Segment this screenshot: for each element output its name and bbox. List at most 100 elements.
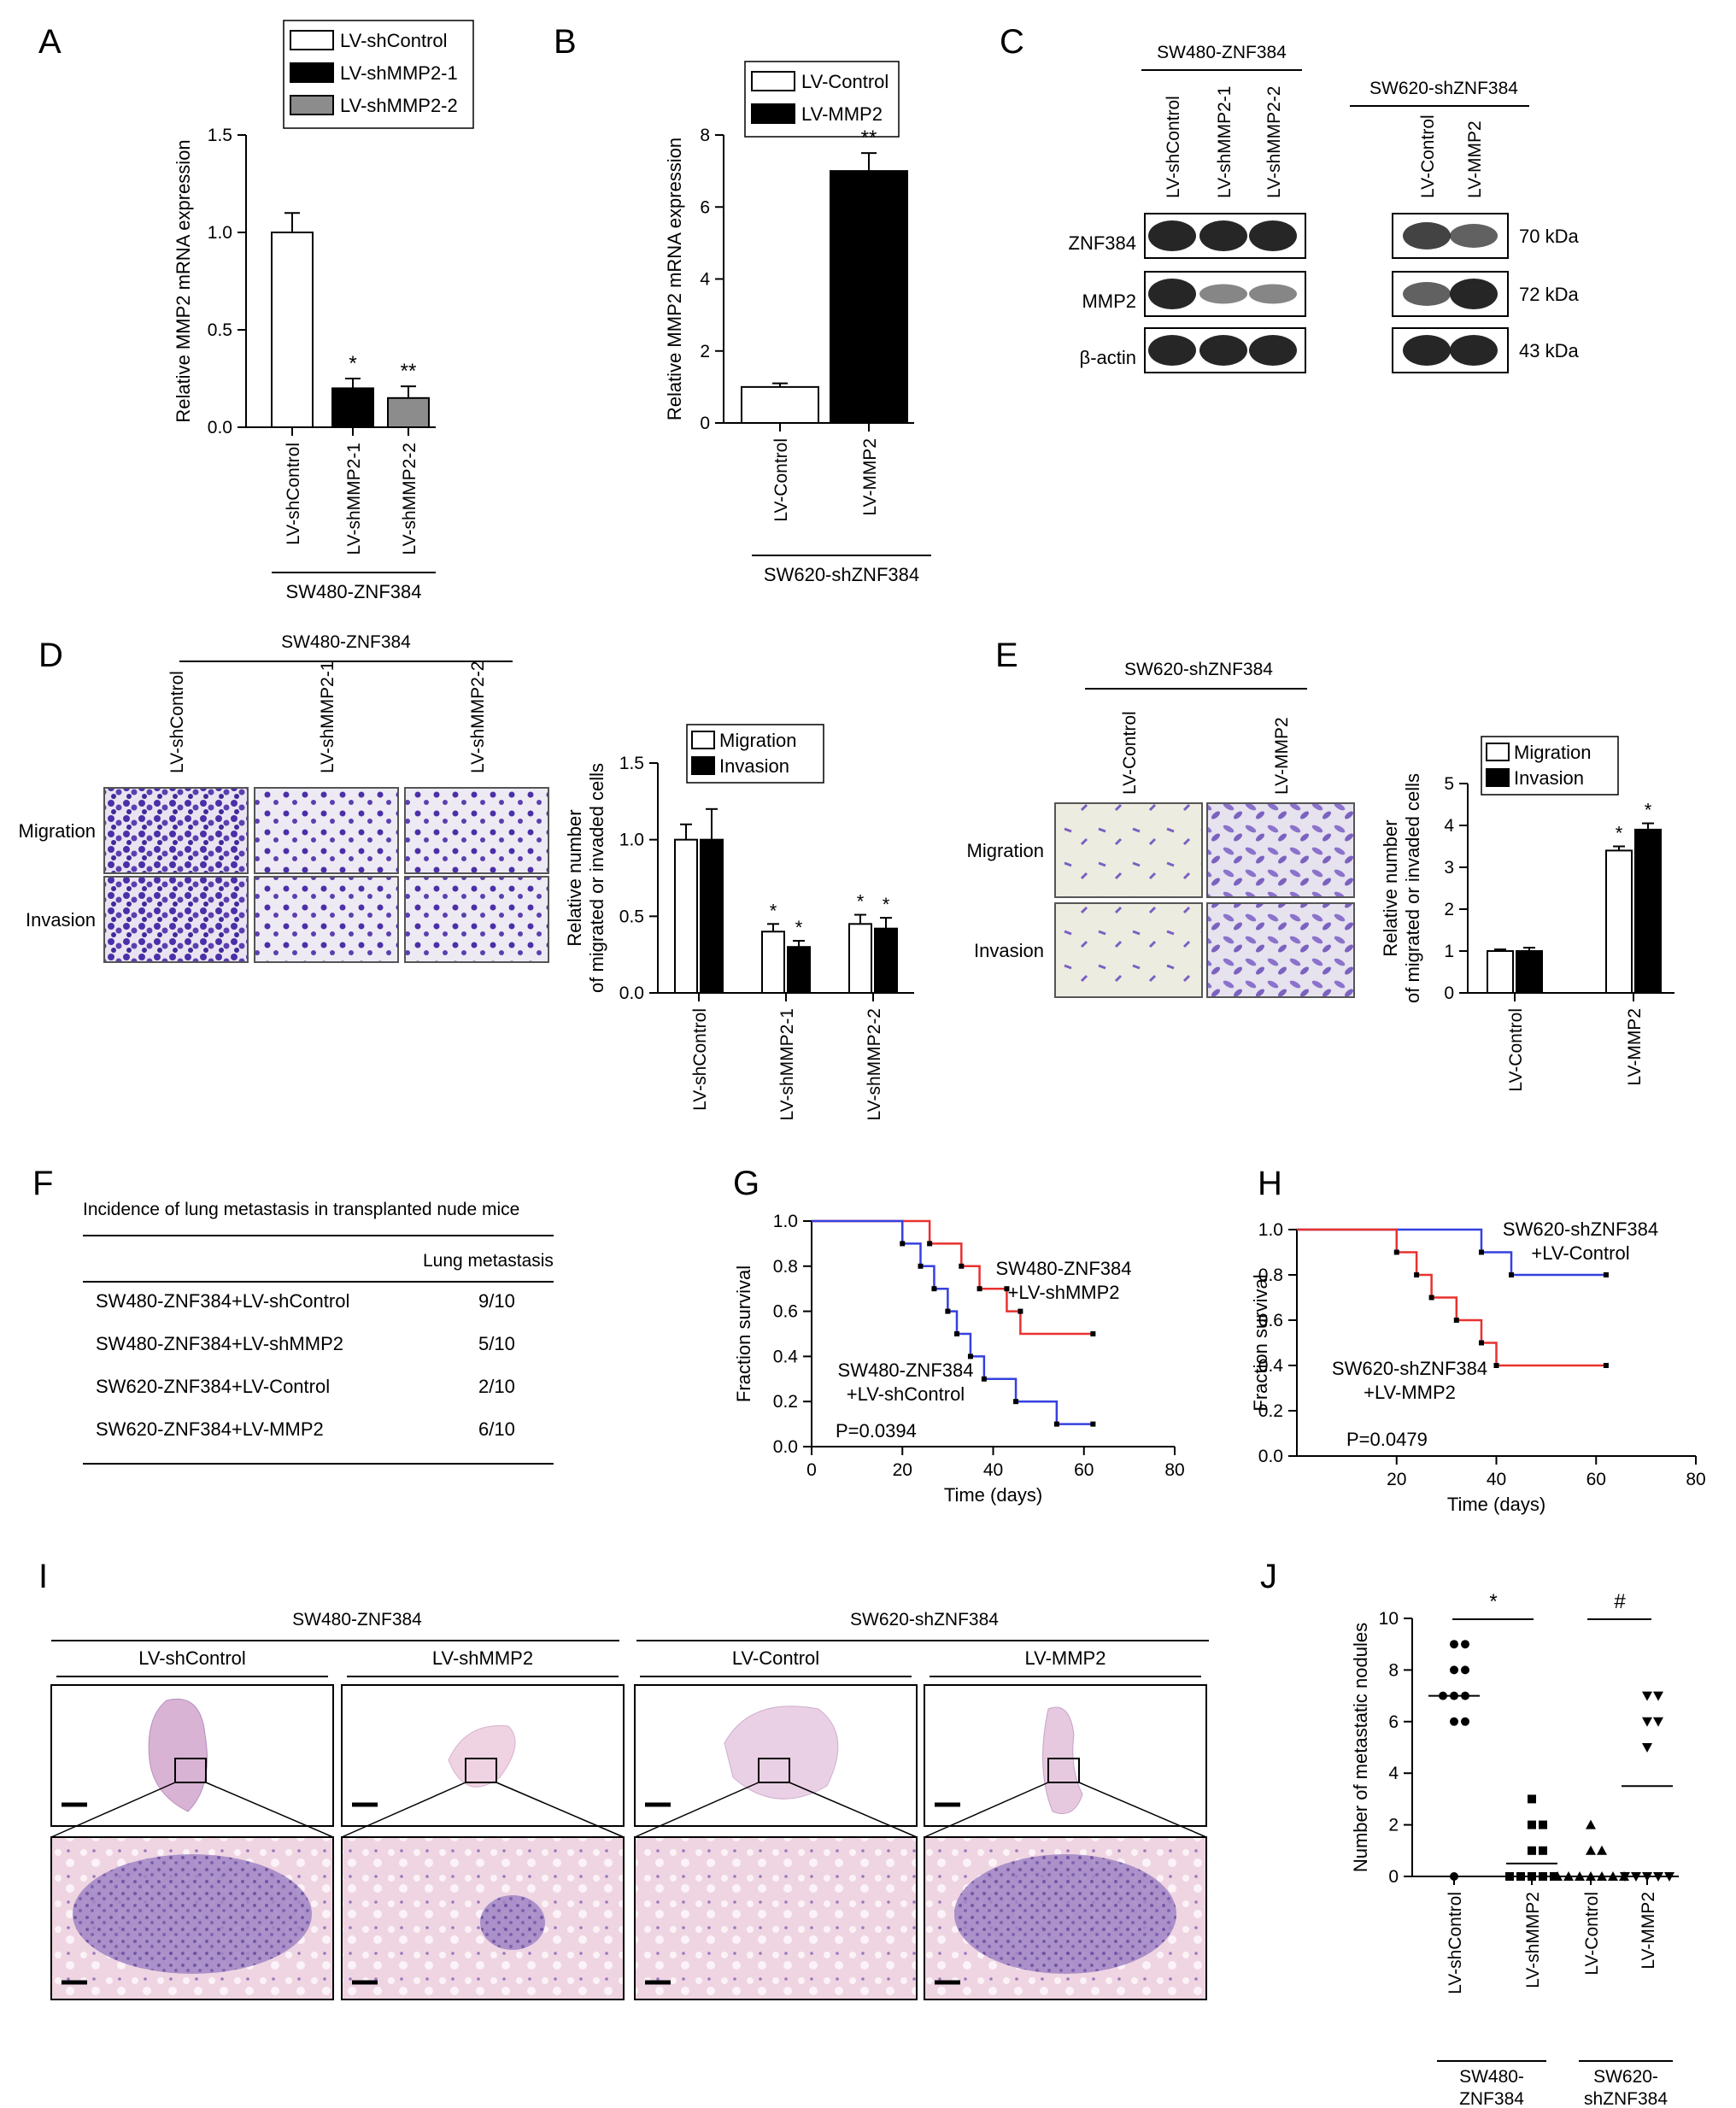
group-label-line: SW620- [1593,2067,1658,2087]
band [1403,222,1451,250]
significance-mark: * [349,352,356,375]
panel-label-j: J [1260,1558,1277,1595]
x-tick-label: 20 [893,1460,912,1480]
data-point [1450,1717,1458,1726]
lung-tissue [148,1698,208,1812]
y-tick-label: 2 [1388,1816,1399,1835]
panel-label-b: B [554,23,577,61]
p-value: P=0.0394 [836,1420,917,1442]
table-cell-value: 6/10 [478,1418,515,1440]
censor-mark [1603,1363,1609,1368]
data-point [1653,1717,1663,1727]
data-point [1642,1743,1652,1753]
panel-label-c: C [1000,23,1024,61]
legend-swatch [290,62,334,83]
band [1199,220,1247,251]
legend-label: LV-Control [801,71,889,92]
bar-Migration-LV-shMMP2-1 [761,931,785,995]
panel-label-h: H [1258,1165,1282,1202]
transwell-images-e: LV-Control LV-MMP2 Migration Invasion [967,711,1355,998]
lane-label: LV-shMMP2-2 [1264,86,1284,199]
molecular-weight: 43 kDa [1519,340,1579,361]
lung-tissue [724,1706,839,1800]
legend-box [283,20,474,129]
censor-mark [981,1376,987,1382]
y-tick-label: 0.2 [773,1392,798,1412]
censor-mark [1603,1272,1609,1277]
chart-a: 0.0 0.5 1.0 1.5 LV-shControl LV-shMMP2-1 * LV-s… [173,20,474,602]
series-label-line: +LV-Control [1531,1242,1629,1264]
band [1148,335,1196,366]
y-tick-label: 0.2 [1258,1401,1283,1421]
panel-g: G 0.0 0.2 0.4 0.6 0.8 1.0 0 20 40 60 80 Time (days)… [733,1165,1185,1506]
band [1148,220,1196,251]
chart-d: 0.0 0.5 1.0 1.5 LV-shControl * * LV-shMMP2-1 * * L… [564,724,914,1121]
image-column-label: LV-shControl [138,1647,246,1669]
x-tick-label: LV-Control [1506,1008,1526,1092]
data-point [1586,1845,1596,1855]
table-title: Incidence of lung metastasis in transpla… [83,1200,519,1219]
molecular-weight: 72 kDa [1519,284,1579,305]
survival-curve-1 [1297,1228,1606,1367]
y-tick-label: 0.0 [773,1437,798,1457]
significance-mark: * [795,917,803,938]
legend-box [686,724,824,784]
bar-LV-shMMP2-2 [387,396,430,428]
band [1450,279,1498,309]
transwell-image [1054,802,1203,898]
y-axis-label: Fraction survival [733,1265,754,1402]
x-tick-label: LV-MMP2 [1625,1008,1645,1086]
censor-mark [959,1263,965,1269]
censor-mark [1053,1421,1059,1427]
group-label: SW480-ZNF384 [286,581,422,602]
x-tick-label: 0 [806,1460,817,1480]
data-point [1528,1820,1536,1829]
zoom-line [924,1782,1049,1838]
data-point [1461,1640,1469,1649]
group-label-line: shZNF384 [1584,2089,1668,2108]
legend-swatch [1486,743,1510,761]
censor-mark [927,1241,933,1247]
y-axis-label-line: of migrated or invaded cells [1402,773,1423,1003]
metastatic-nodule [954,1854,1176,1974]
censor-mark [918,1263,924,1269]
censor-mark [1414,1272,1420,1277]
group-label: SW620- shZNF384 [1584,2067,1668,2108]
x-tick-label: LV-shMMP2-1 [777,1008,797,1121]
y-tick-label: 0.4 [1258,1356,1284,1376]
bar-LV-Control [741,385,819,424]
x-axis-label: Time (days) [944,1484,1042,1506]
zoom-line [205,1782,334,1838]
y-tick-label: 5 [1444,774,1454,794]
censor-mark [1493,1363,1499,1368]
chart-h: 0.0 0.2 0.4 0.6 0.8 1.0 20 40 60 80 Time (days) Fra… [1250,1218,1706,1515]
protein-label: MMP2 [1082,291,1136,312]
y-tick-label: 0.8 [773,1257,798,1277]
y-tick-label: 1.0 [1258,1220,1283,1240]
x-tick-label: LV-shMMP2-1 [344,443,364,555]
table-cell-value: 5/10 [478,1333,515,1354]
blot-lane-labels: LV-shControl LV-shMMP2-1 LV-shMMP2-2 LV-Con… [1164,86,1485,199]
data-point [1516,1872,1525,1881]
data-point [1539,1846,1547,1855]
transwell-image [103,787,249,874]
molecular-weight: 70 kDa [1519,226,1579,247]
bar-Migration-LV-shControl [674,838,698,995]
y-tick-label: 0.8 [1258,1265,1283,1285]
band [1249,220,1297,251]
y-tick-label: 6 [1388,1712,1399,1732]
y-tick-label: 0.6 [773,1302,798,1322]
zoom-line [1078,1782,1207,1838]
series-label-line: +LV-shControl [847,1383,965,1405]
x-tick-label: LV-shMMP2 [1523,1892,1543,1988]
band [1450,224,1498,248]
x-tick-label: LV-Control [1582,1892,1602,1976]
table-cell-value: 9/10 [478,1290,515,1312]
survival-curve-0 [812,1219,1094,1336]
panel-label-g: G [733,1165,760,1202]
y-tick-label: 0.0 [1258,1447,1283,1466]
panel-h: H 0.0 0.2 0.4 0.6 0.8 1.0 20 40 60 80 Time (days) F… [1250,1165,1706,1515]
table-cell-group: SW480-ZNF384+LV-shMMP2 [96,1333,343,1354]
series-label-line: +LV-shMMP2 [1007,1282,1119,1303]
